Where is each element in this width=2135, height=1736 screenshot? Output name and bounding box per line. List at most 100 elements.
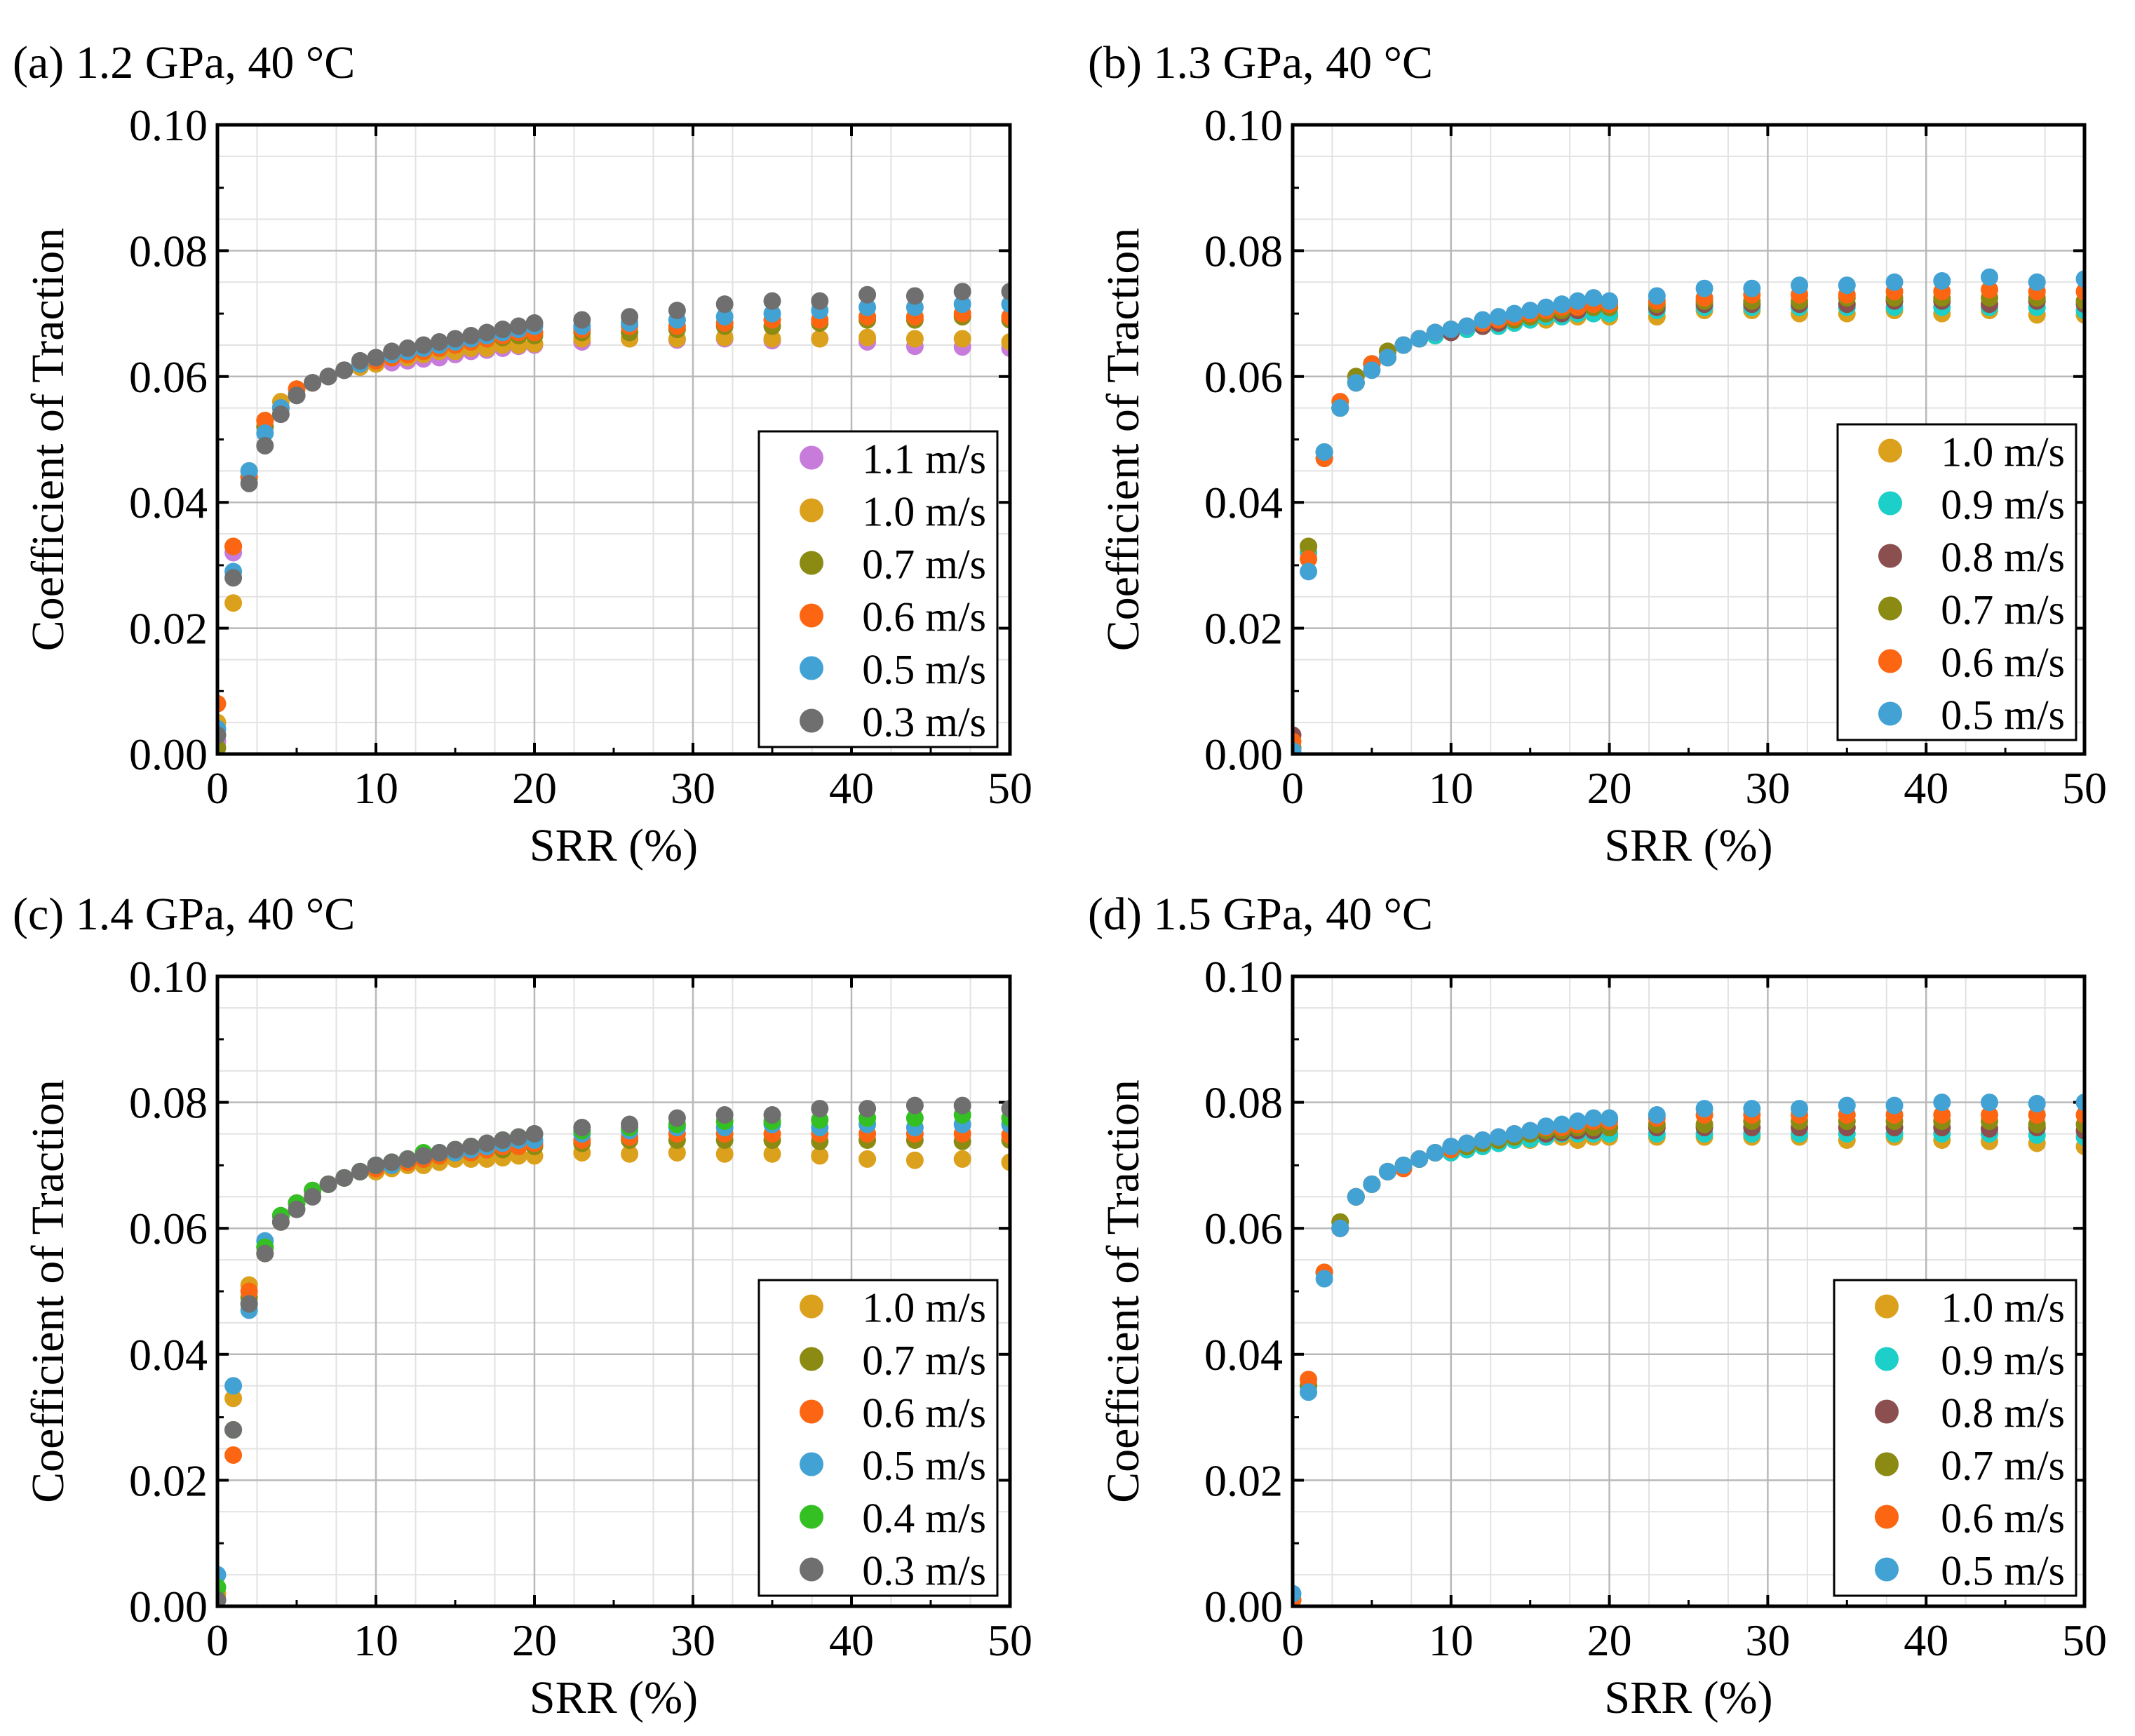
legend-marker bbox=[800, 1347, 823, 1371]
data-point bbox=[1426, 1143, 1444, 1162]
data-point bbox=[1363, 1175, 1381, 1193]
data-point bbox=[1442, 321, 1460, 339]
x-tick-label: 40 bbox=[1904, 1615, 1948, 1665]
plot-frame bbox=[215, 974, 1012, 1608]
data-point bbox=[1410, 330, 1429, 348]
legend-marker bbox=[1878, 491, 1902, 516]
data-point bbox=[271, 405, 290, 424]
x-axis-label: SRR (%) bbox=[1604, 820, 1772, 871]
data-point bbox=[319, 1175, 337, 1193]
panel-title: (d) 1.5 GPa, 40 °C bbox=[1088, 889, 1433, 940]
data-point bbox=[224, 537, 243, 556]
data-point bbox=[304, 1187, 322, 1206]
data-point bbox=[858, 1150, 877, 1168]
data-point bbox=[446, 1140, 464, 1159]
data-point bbox=[288, 386, 306, 405]
x-tick-label: 30 bbox=[1745, 1615, 1790, 1665]
legend-label: 0.8 m/s bbox=[1941, 1390, 2065, 1436]
data-point bbox=[1933, 1094, 1951, 1112]
data-point bbox=[1584, 1109, 1603, 1127]
x-tick-label: 50 bbox=[988, 1615, 1032, 1665]
legend-marker bbox=[800, 1399, 823, 1424]
data-point bbox=[905, 1151, 924, 1169]
data-point bbox=[858, 285, 877, 304]
legend-label: 0.7 m/s bbox=[1941, 587, 2065, 633]
data-point bbox=[811, 292, 829, 310]
legend-label: 1.0 m/s bbox=[862, 1285, 986, 1331]
data-point bbox=[462, 1137, 480, 1155]
data-point bbox=[1885, 1096, 1904, 1115]
y-axis-label: Coefficient of Traction bbox=[1098, 228, 1149, 652]
legend: 1.1 m/s 1.0 m/s 0.7 m/s 0.6 m/s 0.5 m/s 0.3 m… bbox=[757, 430, 999, 748]
y-tick-label: 0.00 bbox=[129, 729, 208, 779]
data-point bbox=[1505, 304, 1523, 323]
legend-marker bbox=[1875, 1505, 1899, 1529]
data-point bbox=[1568, 1112, 1587, 1131]
data-point bbox=[1521, 1122, 1540, 1140]
data-point bbox=[1601, 1109, 1619, 1127]
data-point bbox=[1300, 550, 1318, 568]
data-point bbox=[256, 412, 274, 430]
legend-box bbox=[757, 430, 999, 748]
legend-label: 0.4 m/s bbox=[862, 1495, 986, 1542]
plot-frame bbox=[1291, 974, 2087, 1608]
data-point bbox=[1347, 374, 1365, 392]
chart-panel: (c) 1.4 GPa, 40 °C 0 10 20 30 40 50 0.00 0.02 0.0… bbox=[13, 889, 1032, 1723]
data-point bbox=[2028, 1094, 2046, 1112]
legend-label: 0.7 m/s bbox=[1941, 1443, 2065, 1489]
data-point bbox=[811, 330, 829, 348]
data-point bbox=[1584, 289, 1603, 307]
data-point bbox=[621, 308, 639, 326]
data-point bbox=[1394, 336, 1413, 354]
data-point bbox=[1553, 1115, 1571, 1133]
data-point bbox=[509, 317, 527, 335]
data-point bbox=[1933, 1106, 1951, 1124]
y-tick-label: 0.06 bbox=[129, 352, 208, 402]
data-point bbox=[1490, 308, 1508, 326]
chart-panel: (d) 1.5 GPa, 40 °C 0 10 20 30 40 50 0.00 0.02 0.0… bbox=[1088, 889, 2107, 1723]
x-axis-label: SRR (%) bbox=[1604, 1672, 1772, 1723]
y-tick-label: 0.04 bbox=[129, 478, 208, 527]
y-tick-label: 0.06 bbox=[1204, 1204, 1283, 1253]
y-tick-label: 0.02 bbox=[1204, 604, 1283, 654]
data-point bbox=[763, 330, 781, 348]
data-point bbox=[1537, 1117, 1555, 1136]
legend-marker bbox=[800, 551, 823, 575]
legend-marker bbox=[800, 1294, 823, 1319]
legend-label: 0.6 m/s bbox=[1941, 1495, 2065, 1542]
y-tick-label: 0.00 bbox=[1204, 729, 1283, 779]
x-tick-label: 20 bbox=[512, 1615, 557, 1665]
y-tick-label: 0.06 bbox=[1204, 352, 1283, 402]
legend-label: 0.6 m/s bbox=[862, 1390, 986, 1436]
data-point bbox=[1426, 323, 1444, 342]
y-tick-label: 0.02 bbox=[129, 604, 208, 654]
data-point bbox=[1300, 537, 1318, 556]
y-tick-label: 0.04 bbox=[1204, 1330, 1283, 1380]
legend-label: 0.5 m/s bbox=[862, 647, 986, 693]
data-point bbox=[478, 1134, 496, 1152]
data-point bbox=[304, 374, 322, 392]
data-point bbox=[763, 1145, 781, 1163]
data-point bbox=[1933, 271, 1951, 290]
data-point bbox=[319, 368, 337, 386]
data-point bbox=[1601, 292, 1619, 310]
data-point bbox=[398, 339, 417, 357]
data-point bbox=[1378, 349, 1396, 367]
data-point bbox=[1300, 1383, 1318, 1401]
data-point bbox=[573, 1119, 591, 1137]
data-point bbox=[953, 1096, 971, 1115]
data-point bbox=[224, 1377, 243, 1395]
data-point bbox=[224, 1390, 243, 1408]
legend: 1.0 m/s 0.7 m/s 0.6 m/s 0.5 m/s 0.4 m/s 0.3 m… bbox=[757, 1279, 999, 1597]
x-tick-label: 40 bbox=[829, 763, 874, 813]
data-point bbox=[478, 323, 496, 342]
x-tick-label: 30 bbox=[1745, 763, 1790, 813]
data-point bbox=[1648, 1106, 1666, 1124]
data-point bbox=[1743, 279, 1761, 297]
legend-marker bbox=[800, 656, 823, 680]
y-tick-label: 0.04 bbox=[129, 1330, 208, 1380]
y-tick-label: 0.04 bbox=[1204, 478, 1283, 527]
data-point bbox=[715, 1106, 734, 1124]
data-point bbox=[1648, 287, 1666, 305]
